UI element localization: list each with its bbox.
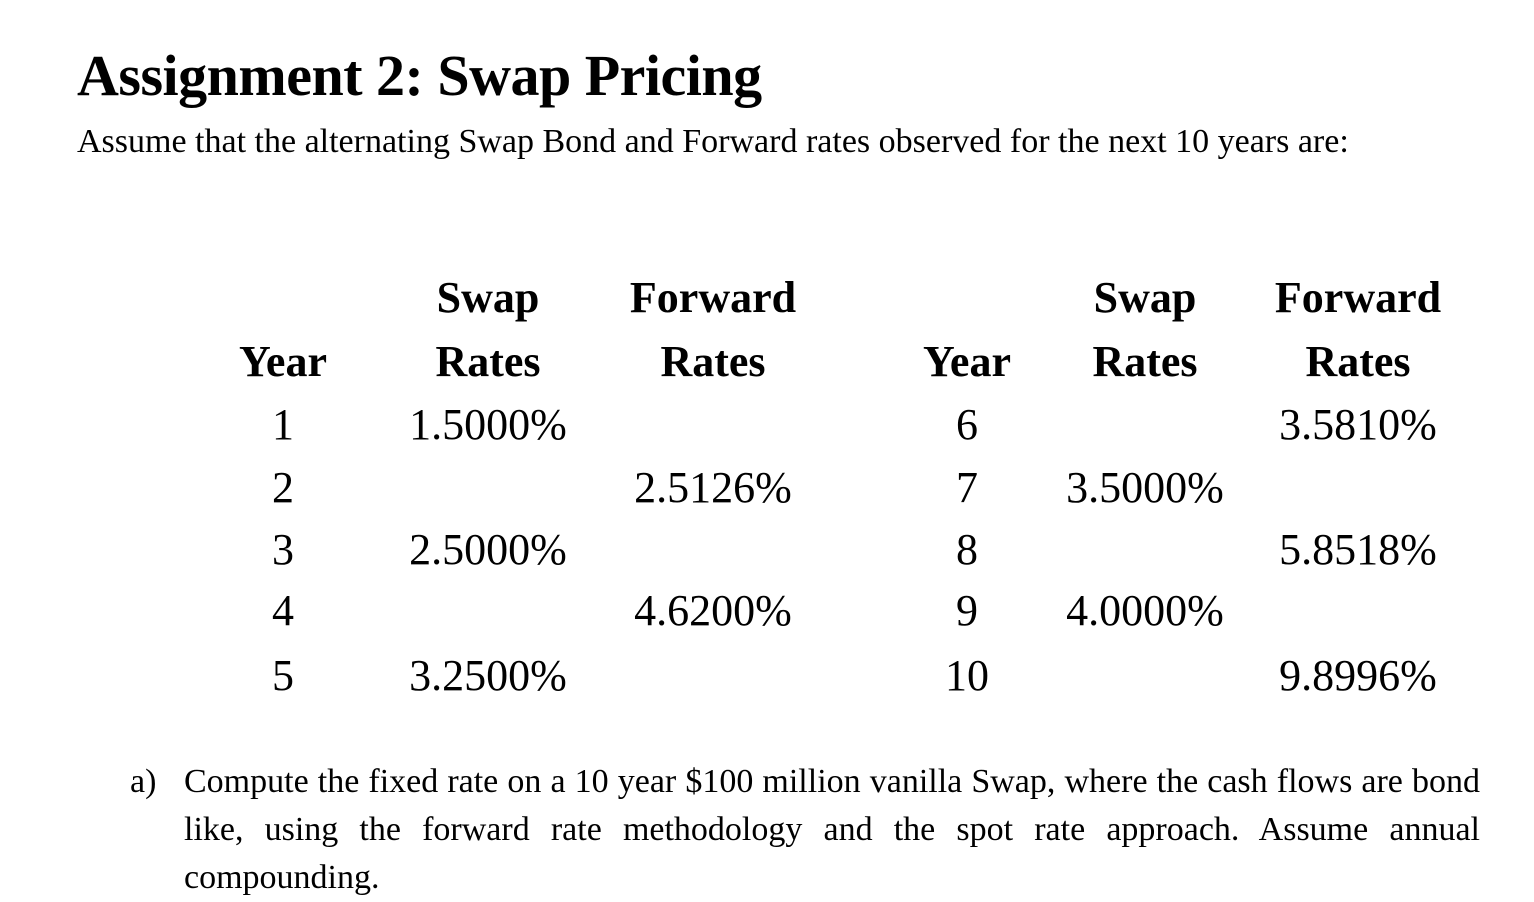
right-row-8-year: 8 <box>956 525 978 574</box>
left-row-2-year: 2 <box>272 463 294 512</box>
question-text: Compute the fixed rate on a 10 year $100… <box>184 763 1480 896</box>
intro-text: Assume that the alternating Swap Bond an… <box>77 123 1349 160</box>
right-row-8-forward: 5.8518% <box>1279 525 1437 574</box>
header-forward-right-line2: Rates <box>1305 337 1411 386</box>
page-title: Assignment 2: Swap Pricing <box>77 43 762 108</box>
header-swap-left-line2: Rates <box>435 337 541 386</box>
right-row-9-swap: 4.0000% <box>1066 586 1224 635</box>
right-row-7-year: 7 <box>956 463 978 512</box>
left-row-3-year: 3 <box>272 525 294 574</box>
right-row-6-year: 6 <box>956 400 978 449</box>
question-marker: a) <box>130 763 157 800</box>
header-forward-left-line1: Forward <box>629 273 797 322</box>
header-swap-left-line1: Swap <box>436 273 540 322</box>
right-row-10-forward: 9.8996% <box>1279 651 1437 700</box>
left-row-4-year: 4 <box>272 586 294 635</box>
header-swap-right-line2: Rates <box>1092 337 1198 386</box>
right-row-9-year: 9 <box>956 586 978 635</box>
left-row-1-swap: 1.5000% <box>409 400 567 449</box>
left-row-5-swap: 3.2500% <box>409 651 567 700</box>
left-row-5-year: 5 <box>272 651 294 700</box>
header-year-left: Year <box>239 337 327 386</box>
left-row-1-year: 1 <box>272 400 294 449</box>
left-row-4-forward: 4.6200% <box>634 586 792 635</box>
header-year-right: Year <box>923 337 1011 386</box>
right-row-10-year: 10 <box>945 651 989 700</box>
header-swap-right-line1: Swap <box>1093 273 1197 322</box>
header-forward-right-line1: Forward <box>1274 273 1442 322</box>
right-row-7-swap: 3.5000% <box>1066 463 1224 512</box>
right-row-6-forward: 3.5810% <box>1279 400 1437 449</box>
left-row-3-swap: 2.5000% <box>409 525 567 574</box>
header-forward-left-line2: Rates <box>660 337 766 386</box>
left-row-2-forward: 2.5126% <box>634 463 792 512</box>
